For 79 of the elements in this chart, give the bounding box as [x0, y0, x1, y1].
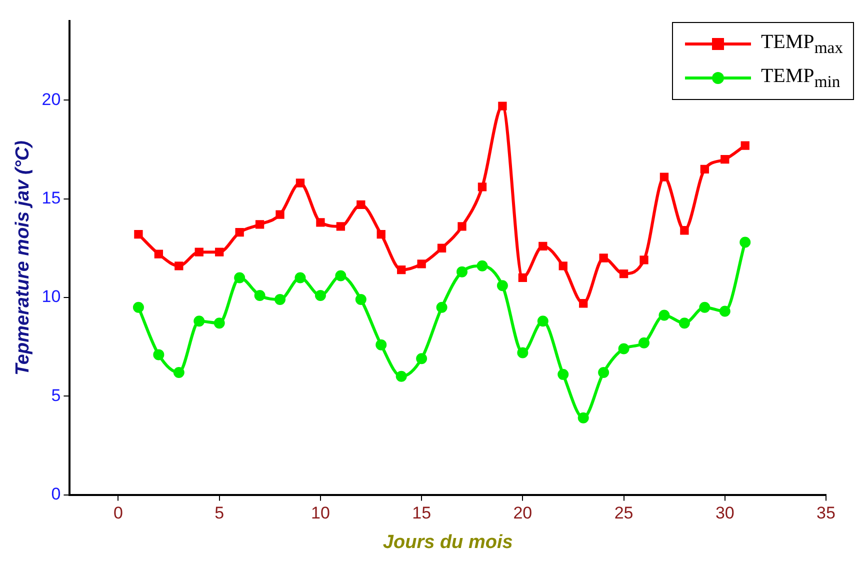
point	[174, 262, 184, 270]
point	[680, 226, 689, 235]
x-tick-label: 25	[614, 504, 634, 523]
y-tick-label: 15	[42, 188, 61, 208]
point	[558, 262, 568, 270]
point	[578, 412, 589, 424]
point	[194, 316, 205, 327]
point	[356, 200, 366, 210]
x-tick-label: 35	[816, 504, 836, 523]
legend-label: TEMP$_{min}$	[760, 64, 840, 92]
point	[537, 316, 548, 327]
point	[436, 302, 448, 313]
point	[254, 290, 266, 301]
x-tick-label: 20	[513, 504, 532, 523]
point	[376, 339, 387, 350]
point	[173, 366, 184, 378]
point	[134, 230, 143, 239]
point	[296, 178, 305, 188]
y-axis-title: Tepmerature mois jav (°C)	[12, 140, 34, 376]
point	[720, 155, 730, 164]
point	[376, 230, 386, 239]
point	[214, 318, 225, 329]
point	[558, 368, 569, 380]
point	[678, 318, 690, 329]
point	[579, 299, 588, 308]
x-tick-label: 0	[114, 504, 123, 523]
point	[518, 273, 528, 282]
point	[194, 248, 204, 256]
point	[599, 254, 608, 262]
point	[215, 248, 224, 256]
point	[355, 294, 366, 305]
point	[276, 210, 284, 219]
y-tick-label: 20	[42, 90, 61, 109]
point	[396, 370, 407, 382]
point	[234, 272, 246, 284]
point	[314, 290, 326, 301]
point	[538, 242, 548, 250]
point	[658, 310, 670, 321]
point	[336, 222, 346, 231]
legend-label: TEMP$_{max}$	[760, 30, 843, 58]
x-tick-label: 10	[310, 504, 330, 523]
x-axis-title: Jours du mois	[382, 532, 513, 553]
point	[638, 337, 650, 348]
point	[458, 222, 466, 231]
point	[274, 294, 286, 305]
point	[416, 353, 428, 364]
point	[476, 260, 488, 272]
point	[132, 302, 144, 313]
point	[517, 347, 528, 358]
y-tick-label: 5	[51, 386, 61, 405]
point	[255, 220, 264, 229]
point	[699, 302, 710, 313]
x-tick-label: 15	[412, 504, 432, 523]
x-tick-label: 30	[715, 504, 734, 523]
point	[153, 349, 164, 360]
point	[618, 343, 630, 354]
point	[294, 272, 306, 284]
point	[598, 366, 610, 378]
point	[335, 270, 346, 282]
point	[619, 269, 628, 278]
point	[437, 244, 446, 252]
point	[235, 228, 244, 237]
point	[478, 182, 487, 192]
point	[640, 256, 648, 264]
y-tick-label: 10	[42, 287, 61, 306]
point	[740, 236, 751, 248]
point	[498, 102, 507, 110]
point	[316, 218, 325, 227]
point	[456, 266, 468, 278]
point	[417, 260, 426, 268]
point	[496, 280, 508, 292]
point	[700, 164, 709, 174]
point	[740, 141, 750, 150]
point	[719, 306, 730, 317]
x-tick-label: 5	[214, 504, 224, 523]
y-tick-label: 0	[51, 484, 61, 504]
point	[660, 172, 669, 182]
point	[397, 266, 406, 274]
point	[154, 250, 164, 258]
